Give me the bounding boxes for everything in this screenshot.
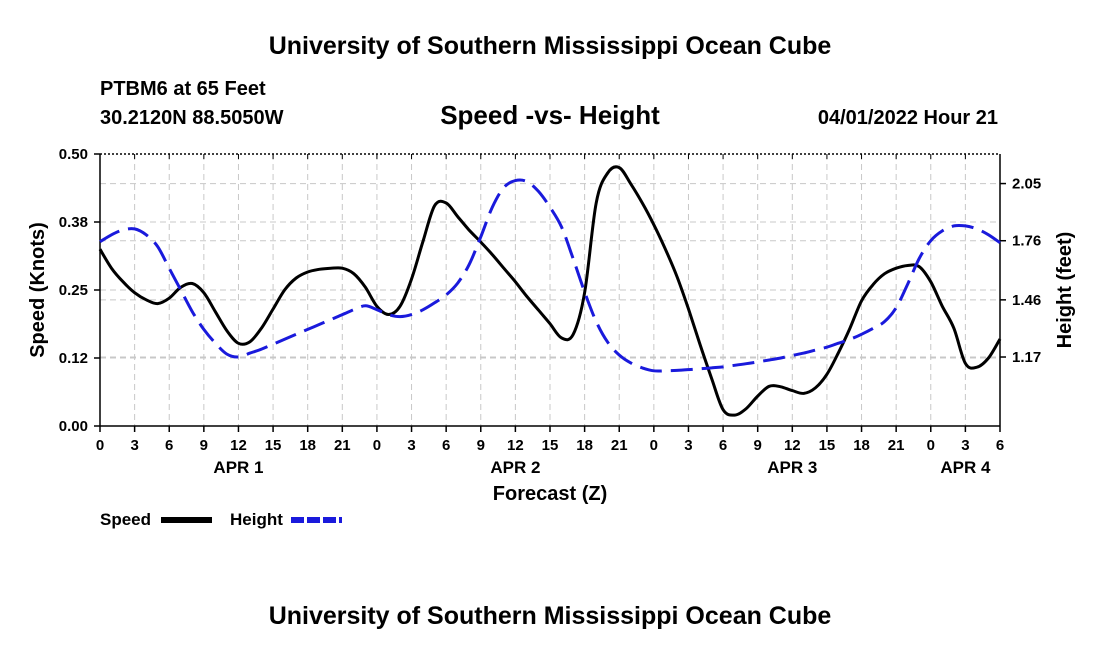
y2-axis-label: Height (feet) [1054, 232, 1076, 349]
footer-title: University of Southern Mississippi Ocean… [269, 602, 832, 630]
x-tick-label: 18 [853, 437, 870, 454]
x-tick-label: 21 [334, 437, 351, 454]
x-tick-label: 3 [407, 437, 415, 454]
x-tick-label: 6 [442, 437, 450, 454]
page-title: University of Southern Mississippi Ocean… [269, 32, 832, 60]
x-tick-label: 9 [477, 437, 485, 454]
x-axis-label: Forecast (Z) [493, 483, 607, 505]
x-tick-label: 12 [507, 437, 524, 454]
x-tick-label: 0 [650, 437, 658, 454]
y-tick-label: 0.50 [59, 146, 88, 163]
series-group [98, 165, 1002, 417]
x-tick-label: 21 [888, 437, 905, 454]
speed-series-line [98, 165, 1002, 417]
legend-height-label: Height [230, 510, 283, 529]
legend: Speed Height [100, 510, 342, 529]
x-day-label: APR 1 [213, 458, 263, 477]
x-tick-label: 6 [719, 437, 727, 454]
x-tick-label: 0 [927, 437, 935, 454]
x-day-label: APR 3 [767, 458, 817, 477]
x-tick-label: 15 [819, 437, 836, 454]
x-day-label: APR 2 [490, 458, 540, 477]
x-tick-label: 0 [96, 437, 104, 454]
x-tick-label: 21 [611, 437, 628, 454]
x-tick-label: 3 [130, 437, 138, 454]
x-tick-label: 18 [299, 437, 316, 454]
y2-tick-label: 1.46 [1012, 292, 1041, 309]
y-tick-label: 0.12 [59, 350, 88, 367]
axes: 0 3 6 9 12 15 18 21 0 3 6 9 12 15 18 21 0 3 6 9 12 15 18 21 0 3 6A… [59, 146, 1041, 477]
height-series-line [99, 178, 1001, 373]
x-tick-label: 18 [576, 437, 593, 454]
y2-tick-label: 1.17 [1012, 349, 1041, 366]
x-tick-label: 15 [265, 437, 282, 454]
x-tick-label: 9 [200, 437, 208, 454]
x-tick-label: 15 [542, 437, 559, 454]
x-tick-label: 12 [230, 437, 247, 454]
chart-subtitle: Speed -vs- Height [440, 100, 660, 130]
x-tick-label: 3 [961, 437, 969, 454]
y-tick-label: 0.00 [59, 418, 88, 435]
coordinates-label: 30.2120N 88.5050W [100, 107, 284, 129]
x-day-label: APR 4 [940, 458, 991, 477]
legend-speed-label: Speed [100, 510, 151, 529]
x-tick-label: 3 [684, 437, 692, 454]
y2-tick-label: 2.05 [1012, 176, 1041, 193]
grid [100, 154, 1000, 426]
x-tick-label: 6 [165, 437, 173, 454]
station-label: PTBM6 at 65 Feet [100, 78, 266, 100]
y2-tick-label: 1.76 [1012, 233, 1041, 250]
y-axis-label: Speed (Knots) [27, 222, 49, 358]
x-tick-label: 12 [784, 437, 801, 454]
x-tick-label: 6 [996, 437, 1004, 454]
x-tick-label: 9 [754, 437, 762, 454]
x-tick-label: 0 [373, 437, 381, 454]
y-tick-label: 0.25 [59, 282, 88, 299]
y-tick-label: 0.38 [59, 214, 88, 231]
datetime-label: 04/01/2022 Hour 21 [818, 107, 998, 129]
